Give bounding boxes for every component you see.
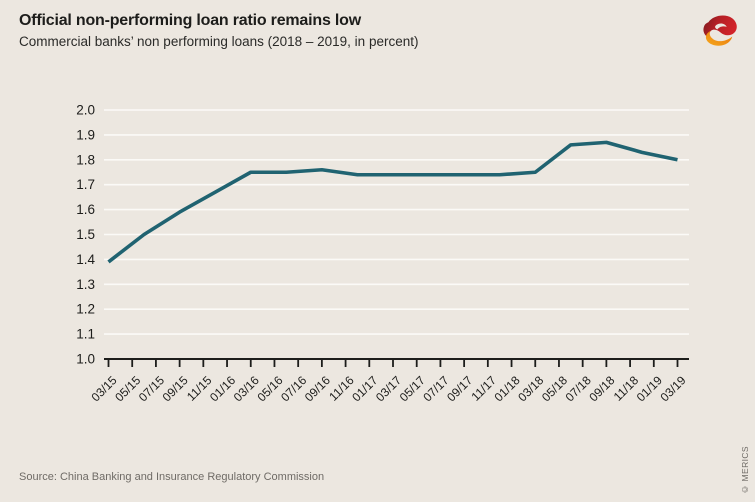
y-tick-label: 1.3 xyxy=(76,277,95,292)
y-tick-label: 1.1 xyxy=(76,327,95,342)
y-tick-label: 1.2 xyxy=(76,302,95,317)
figure-subtitle: Commercial banks’ non performing loans (… xyxy=(19,34,419,49)
x-tick-label: 01/18 xyxy=(492,373,523,404)
x-axis-labels: 03/1505/1507/1509/1511/1501/1603/1605/16… xyxy=(88,373,688,404)
y-tick-label: 1.9 xyxy=(76,127,95,142)
x-tick-label: 11/18 xyxy=(611,373,642,404)
y-tick-label: 1.0 xyxy=(76,352,95,367)
source-note: Source: China Banking and Insurance Regu… xyxy=(19,471,325,483)
y-tick-label: 1.4 xyxy=(76,252,95,267)
npl-line-series xyxy=(107,140,678,264)
y-tick-label: 1.7 xyxy=(76,177,95,192)
x-ticks xyxy=(107,359,679,367)
x-tick-label: 11/17 xyxy=(468,373,499,404)
x-tick-label: 07/15 xyxy=(136,373,167,404)
x-tick-label: 09/16 xyxy=(302,373,333,404)
x-tick-label: 05/16 xyxy=(254,373,285,404)
x-tick-label: 07/18 xyxy=(563,373,594,404)
x-tick-label: 09/17 xyxy=(444,373,475,404)
x-tick-label: 05/17 xyxy=(397,373,428,404)
x-tick-label: 07/16 xyxy=(278,373,309,404)
x-tick-label: 07/17 xyxy=(420,373,451,404)
x-tick-label: 03/18 xyxy=(515,373,546,404)
merics-logo-icon xyxy=(699,13,740,50)
x-tick-label: 09/18 xyxy=(586,373,617,404)
x-tick-label: 03/17 xyxy=(373,373,404,404)
y-axis-labels: 1.0 1.1 1.2 1.3 1.4 1.5 1.6 1.7 1.8 1.9 2.0 xyxy=(76,103,95,367)
figure-title: Official non-performing loan ratio remai… xyxy=(19,12,361,29)
x-tick-label: 01/19 xyxy=(634,373,665,404)
x-tick-label: 05/15 xyxy=(112,373,143,404)
y-gridlines xyxy=(104,109,689,335)
x-tick-label: 09/15 xyxy=(160,373,191,404)
x-tick-label: 03/19 xyxy=(657,373,688,404)
x-tick-label: 11/16 xyxy=(326,373,357,404)
y-tick-label: 1.5 xyxy=(76,227,95,242)
y-tick-label: 2.0 xyxy=(76,103,95,118)
x-tick-label: 01/16 xyxy=(207,373,238,404)
y-tick-label: 1.6 xyxy=(76,202,95,217)
x-tick-label: 01/17 xyxy=(349,373,380,404)
x-tick-label: 11/15 xyxy=(184,373,215,404)
y-tick-label: 1.8 xyxy=(76,152,95,167)
x-tick-label: 05/18 xyxy=(539,373,570,404)
x-tick-label: 03/16 xyxy=(231,373,262,404)
copyright-note: © MERICS xyxy=(740,446,750,495)
x-tick-label: 03/15 xyxy=(88,373,119,404)
